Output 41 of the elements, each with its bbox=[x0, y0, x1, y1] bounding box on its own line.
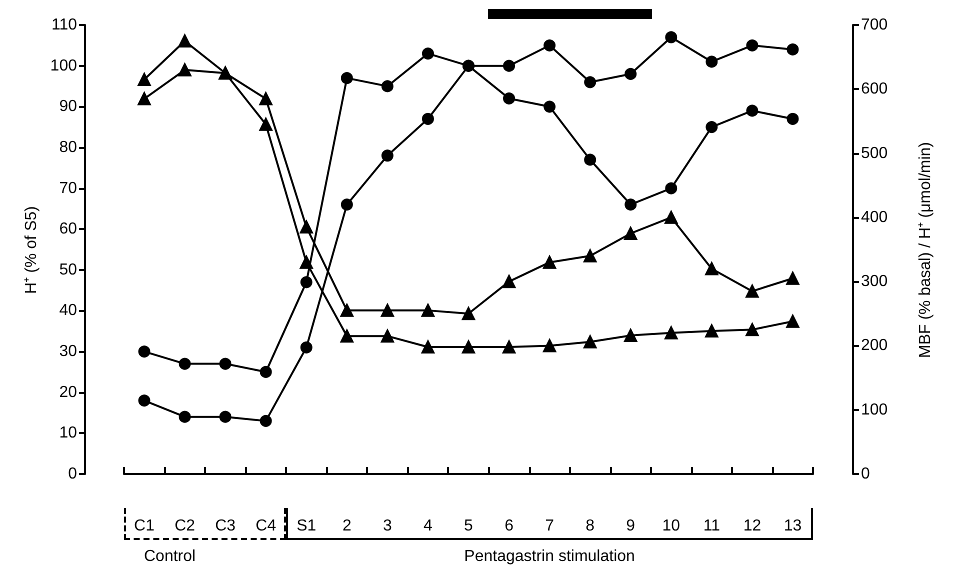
x-tick-label: 12 bbox=[743, 518, 762, 534]
x-tick-label: 8 bbox=[586, 518, 595, 534]
y-tick-label: 110 bbox=[51, 16, 78, 34]
y-axis-title: H⁺ (% of S5) bbox=[22, 206, 41, 294]
y-tick-label: 50 bbox=[59, 261, 78, 278]
y-tick-label: 100 bbox=[50, 57, 78, 74]
x-tick-label: 6 bbox=[504, 518, 514, 534]
x-tick-label: C3 bbox=[215, 518, 236, 534]
y-tick-label: 70 bbox=[59, 180, 78, 197]
y2-tick-label: 100 bbox=[861, 401, 888, 418]
x-tick-label: 7 bbox=[545, 518, 554, 534]
x-tick-label: C1 bbox=[134, 518, 155, 534]
x-tick-label: 10 bbox=[662, 518, 680, 534]
y-tick-label: 40 bbox=[59, 302, 78, 320]
y-tick-label: 90 bbox=[59, 98, 78, 116]
y-tick-label: 80 bbox=[59, 138, 78, 156]
text: Control bbox=[144, 548, 196, 566]
x-tick-label: S1 bbox=[296, 518, 316, 534]
y2-axis-title: MBF (% basal) / H⁺ (μmol/min) bbox=[916, 141, 935, 358]
y2-tick-label: 400 bbox=[861, 208, 888, 226]
x-tick-label: 11 bbox=[703, 518, 720, 534]
y-tick-label: 60 bbox=[59, 220, 78, 238]
y2-tick-label: 300 bbox=[861, 273, 888, 290]
text: Pentagastrin stimulation bbox=[464, 548, 635, 566]
y-tick-label: 10 bbox=[59, 424, 78, 442]
x-tick-label: 9 bbox=[626, 518, 636, 534]
x-tick-label: 4 bbox=[424, 518, 433, 534]
x-tick-label: 3 bbox=[382, 518, 392, 534]
x-tick-label: C4 bbox=[256, 518, 276, 534]
x-tick-label: C2 bbox=[174, 518, 196, 534]
y2-tick-label: 0 bbox=[861, 466, 870, 482]
y-tick-label: 30 bbox=[59, 343, 78, 360]
x-tick-label: 13 bbox=[784, 518, 802, 534]
y-tick-label: 0 bbox=[68, 466, 78, 482]
x-tick-label: 2 bbox=[342, 518, 352, 534]
y-tick-label: 20 bbox=[59, 384, 78, 401]
y2-tick-label: 600 bbox=[861, 80, 888, 98]
x-tick-label: 5 bbox=[464, 518, 474, 534]
y2-tick-label: 500 bbox=[861, 144, 888, 162]
y2-tick-label: 700 bbox=[861, 16, 888, 34]
y2-tick-label: 200 bbox=[861, 337, 888, 354]
